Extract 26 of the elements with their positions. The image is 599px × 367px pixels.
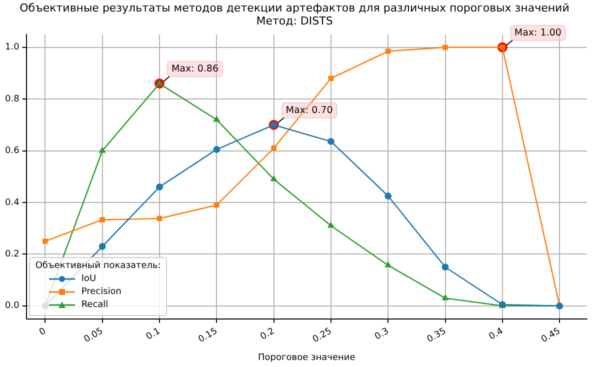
y-tick-label: 0.2 [4, 250, 20, 260]
legend-label: Recall [81, 300, 108, 310]
chart-title: Объективные результаты методов детекции артефактов для различных пороговых значений [20, 1, 570, 14]
x-tick-label: 0.2 [259, 326, 276, 342]
x-tick-label: 0.35 [426, 326, 448, 346]
annotation: Max: 0.70 [286, 104, 333, 116]
x-axis-title: Пороговое значение [258, 352, 356, 363]
y-tick-label: 1.0 [4, 42, 20, 53]
x-tick-label: 0 [38, 326, 48, 338]
x-tick-label: 0.05 [82, 326, 105, 346]
chart-subtitle: Метод: DISTS [256, 14, 333, 28]
x-tick-label: 0.25 [311, 326, 334, 346]
legend-label: Precision [81, 287, 122, 298]
y-tick-label: 0.8 [4, 94, 20, 104]
x-tick-label: 0.3 [373, 326, 391, 342]
legend-label: IoU [81, 274, 96, 284]
x-tick-label: 0.1 [144, 326, 162, 342]
y-tick-label: 0.4 [4, 198, 20, 208]
y-tick-label: 0.0 [4, 301, 20, 312]
x-tick-label: 0.15 [196, 326, 220, 346]
annotation: Max: 0.86 [171, 63, 218, 74]
x-tick-label: 0.45 [540, 326, 562, 346]
annotation: Max: 1.00 [514, 27, 562, 38]
legend-title: Объективный показатель: [35, 260, 161, 271]
y-tick-label: 0.6 [4, 146, 20, 156]
x-tick-label: 0.4 [488, 326, 506, 342]
